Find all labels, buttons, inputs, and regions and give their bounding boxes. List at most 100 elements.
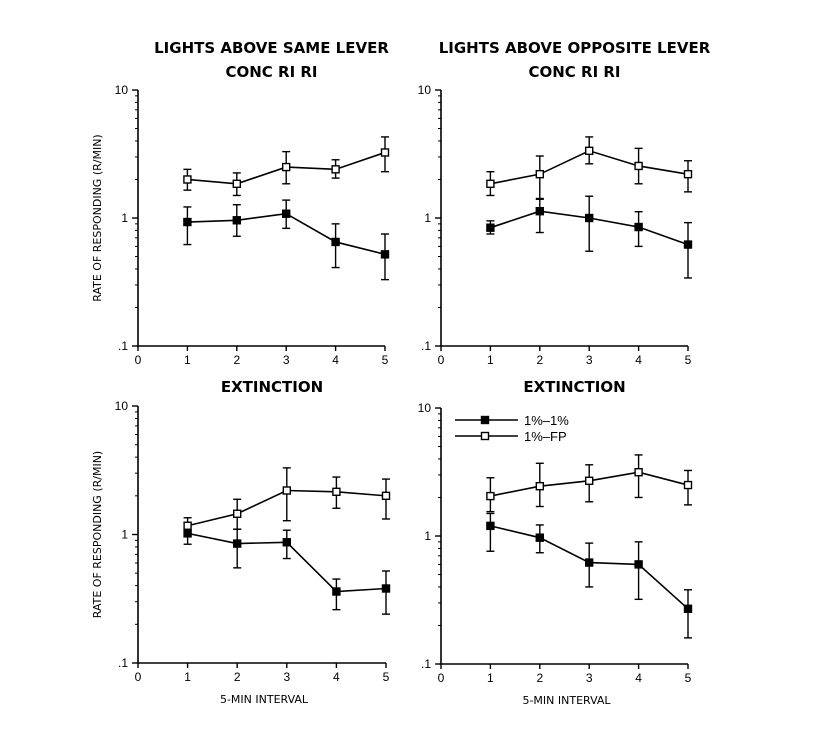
panel-title: CONC RI RI (225, 63, 317, 81)
legend-marker (480, 415, 490, 425)
y-tick-label: 1 (121, 211, 128, 225)
y-tick-label: .1 (118, 656, 128, 670)
series-open (183, 467, 391, 532)
y-axis-label: RATE OF RESPONDING (R/MIN) (91, 134, 104, 301)
legend: 1%–1%1%–FP (455, 413, 569, 444)
x-tick-label: 2 (536, 353, 543, 367)
series-open (486, 454, 693, 513)
y-tick-label: .1 (421, 339, 431, 353)
y-tick-label: .1 (421, 657, 431, 671)
data-point (634, 468, 643, 477)
series-open (486, 136, 693, 200)
data-point (282, 209, 291, 218)
data-point (282, 486, 291, 495)
data-point (331, 165, 340, 174)
data-point (232, 179, 242, 189)
x-tick-label: 4 (635, 353, 642, 367)
data-point (683, 169, 693, 179)
x-tick-label: 2 (234, 670, 241, 684)
series-filled (486, 512, 693, 639)
data-point (331, 237, 340, 247)
x-tick-label: 2 (536, 671, 543, 685)
y-tick-label: 10 (115, 83, 129, 97)
data-point (585, 558, 594, 567)
data-point (585, 213, 594, 223)
panel-title: CONC RI RI (528, 63, 620, 81)
data-point (183, 175, 192, 184)
data-point (380, 148, 390, 157)
x-tick-label: 0 (438, 671, 445, 685)
x-tick-label: 0 (135, 670, 142, 684)
legend-label: 1%–1% (524, 413, 569, 428)
panel-1: LIGHTS ABOVE SAME LEVER CONC RI RI .1 1 10 0 1… (91, 39, 389, 367)
x-tick-label: 3 (586, 671, 593, 685)
data-point (381, 491, 391, 501)
x-tick-label: 1 (184, 670, 191, 684)
data-point (486, 521, 495, 531)
series-filled (183, 199, 390, 281)
series-open (183, 136, 390, 197)
x-tick-label: 4 (332, 353, 339, 367)
data-point (683, 604, 693, 613)
data-point (683, 240, 693, 249)
y-tick-label: 1 (121, 528, 128, 542)
data-point (634, 222, 643, 232)
panel-title: EXTINCTION (221, 378, 323, 396)
data-point (232, 216, 242, 225)
data-point (183, 521, 192, 530)
x-tick-label: 3 (283, 353, 290, 367)
data-point (183, 217, 192, 227)
data-point (683, 480, 693, 490)
data-point (232, 509, 242, 518)
data-point (232, 539, 242, 548)
data-point (535, 481, 544, 491)
x-axis-label: 5-MIN INTERVAL (522, 694, 611, 707)
y-axis-label: RATE OF RESPONDING (R/MIN) (91, 451, 104, 618)
data-point (486, 179, 495, 189)
data-point (332, 487, 341, 496)
y-tick-label: 1 (424, 529, 431, 543)
y-tick-label: 10 (418, 401, 432, 415)
x-tick-label: 5 (685, 353, 692, 367)
x-tick-label: 0 (135, 353, 142, 367)
x-tick-label: 1 (487, 353, 494, 367)
data-point (634, 560, 643, 569)
panel-title: EXTINCTION (523, 378, 625, 396)
panel-4: EXTINCTION .1 1 10 0 1 2 3 4 5 5-MIN INTERVAL 1%–1%… (418, 378, 693, 707)
legend-label: 1%–FP (524, 429, 567, 444)
x-tick-label: 2 (233, 353, 240, 367)
y-tick-label: .1 (118, 339, 128, 353)
x-tick-label: 5 (685, 671, 692, 685)
data-point (535, 169, 544, 179)
series-filled (486, 195, 693, 279)
data-point (486, 223, 495, 232)
data-point (332, 587, 341, 596)
x-tick-label: 4 (635, 671, 642, 685)
y-tick-label: 10 (115, 399, 129, 413)
legend-marker (480, 431, 490, 441)
x-tick-label: 1 (184, 353, 191, 367)
data-point (585, 146, 594, 155)
data-point (535, 533, 544, 542)
y-tick-label: 1 (424, 211, 431, 225)
y-tick-label: 10 (418, 83, 432, 97)
data-point (381, 584, 391, 593)
series-filled (183, 523, 391, 615)
x-tick-label: 0 (438, 353, 445, 367)
data-point (282, 538, 291, 547)
x-tick-label: 5 (382, 353, 389, 367)
data-point (585, 476, 594, 485)
x-tick-label: 3 (283, 670, 290, 684)
panel-title: LIGHTS ABOVE SAME LEVER (154, 39, 389, 57)
panel-3: EXTINCTION .1 1 10 0 1 2 3 4 5 RATE OF RESPONDING … (91, 378, 391, 706)
x-tick-label: 3 (586, 353, 593, 367)
data-point (535, 207, 544, 216)
data-point (282, 162, 291, 172)
x-axis-label: 5-MIN INTERVAL (220, 693, 309, 706)
panel-title: LIGHTS ABOVE OPPOSITE LEVER (439, 39, 711, 57)
data-point (380, 250, 390, 259)
panel-2: LIGHTS ABOVE OPPOSITE LEVER CONC RI RI .1 1… (418, 39, 711, 367)
x-tick-label: 1 (487, 671, 494, 685)
data-point (634, 161, 643, 171)
